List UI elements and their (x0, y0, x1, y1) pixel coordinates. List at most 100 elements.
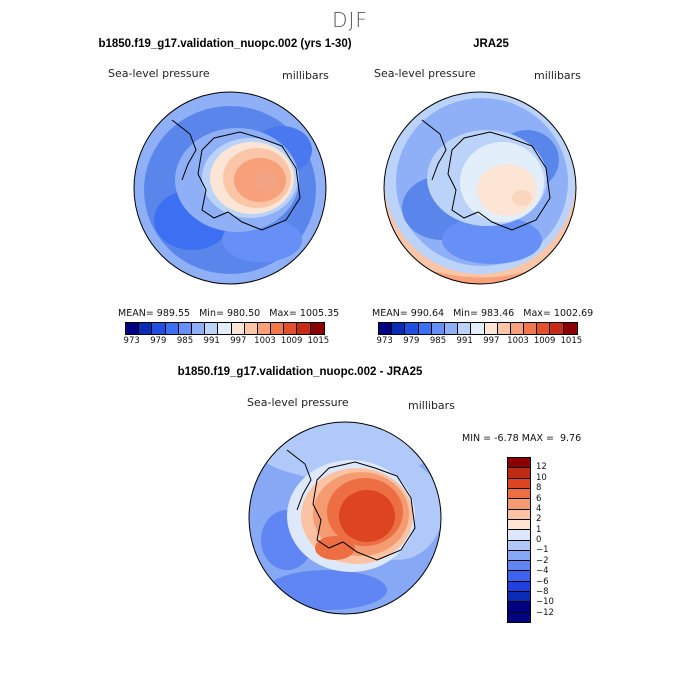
units-label: millibars (534, 69, 581, 82)
colorbar-swatch (271, 323, 285, 334)
colorbar-swatch (508, 601, 530, 612)
min-label: MIN = (462, 433, 492, 444)
colorbar-swatch (510, 323, 525, 334)
max-label: Max= (523, 308, 551, 319)
colorbar-tick-label: 8 (536, 483, 542, 494)
colorbar-tick-label: 979 (150, 336, 167, 346)
colorbar-swatch (537, 323, 551, 334)
colorbar-swatch (244, 323, 258, 334)
stats-line: MEAN= 990.64 Min= 983.46 Max= 1002.69 (372, 308, 593, 319)
colorbar-swatch (139, 323, 153, 334)
colorbar-obs (378, 322, 578, 335)
colorbar-swatch (471, 323, 485, 334)
colorbar-swatch (508, 570, 530, 581)
variable-label: Sea-level pressure (374, 67, 476, 80)
colorbar-tick-label: 1003 (254, 336, 276, 346)
colorbar-swatch (165, 323, 179, 334)
colorbar-swatch (205, 323, 219, 334)
min-label: Min= (199, 308, 224, 319)
panel-title: JRA25 (473, 38, 509, 50)
colorbar-swatch (508, 539, 530, 550)
panel-obs: JRA25 Sea-level pressure millibars MEAN=… (356, 38, 626, 348)
min-value: 980.50 (226, 308, 261, 319)
colorbar-swatch (257, 323, 272, 334)
colorbar-tick-label: −4 (536, 566, 549, 577)
colorbar-tick-label: 12 (536, 462, 547, 473)
colorbar-tick-label: −10 (536, 597, 554, 608)
colorbar-swatch (508, 458, 530, 468)
colorbar-tick-label: 1003 (507, 336, 529, 346)
colorbar-swatch (405, 323, 419, 334)
colorbar-tick-label: 973 (123, 336, 140, 346)
diff-units-label: millibars (408, 399, 455, 412)
colorbar-tick-label: −8 (536, 586, 549, 597)
min-value: 983.46 (480, 308, 515, 319)
colorbar-swatch (431, 323, 445, 334)
season-title: DJF (332, 8, 368, 32)
diff-title: b1850.f19_g17.validation_nuopc.002 - JRA… (177, 366, 423, 378)
colorbar-swatch (178, 323, 192, 334)
colorbar-swatch (284, 323, 298, 334)
colorbar-tick-label: 6 (536, 493, 542, 504)
colorbar-tick-label: −1 (536, 545, 549, 556)
max-value: 9.76 (559, 433, 582, 444)
colorbar-model (125, 322, 325, 335)
colorbar-swatch (508, 498, 530, 509)
polar-map-model (133, 91, 327, 285)
colorbar-swatch (126, 323, 140, 334)
colorbar-swatch (297, 323, 311, 334)
colorbar-tick-label: 1009 (533, 336, 556, 346)
stats-line: MEAN= 989.55 Min= 980.50 Max= 1005.35 (118, 308, 339, 319)
colorbar-diff (507, 457, 531, 623)
colorbar-swatch (218, 323, 232, 334)
colorbar-tick-label: 4 (536, 503, 542, 514)
colorbar-tick-label: 991 (203, 336, 220, 346)
colorbar-tick-label: −12 (536, 607, 554, 618)
colorbar-tick-label: 10 (536, 472, 547, 483)
colorbar-swatch (231, 323, 245, 334)
colorbar-tick-label: 979 (403, 336, 420, 346)
mean-label: MEAN= (372, 308, 408, 319)
polar-map-obs (383, 91, 577, 285)
panel-title: b1850.f19_g17.validation_nuopc.002 (yrs … (98, 38, 352, 50)
units-label: millibars (282, 69, 329, 82)
colorbar-tick-label: 991 (456, 336, 473, 346)
colorbar-swatch (497, 323, 511, 334)
colorbar-swatch (508, 529, 530, 540)
panel-model: b1850.f19_g17.validation_nuopc.002 (yrs … (90, 38, 360, 348)
colorbar-swatch (418, 323, 432, 334)
colorbar-tick-label: 973 (376, 336, 393, 346)
mean-value: 990.64 (410, 308, 445, 319)
diff-minmax: MIN = -6.78 MAX = 9.76 (462, 433, 581, 444)
colorbar-swatch (508, 467, 530, 478)
colorbar-swatch (563, 323, 577, 334)
colorbar-swatch (392, 323, 406, 334)
colorbar-tick-label: 1009 (280, 336, 303, 346)
colorbar-tick-label: 1 (536, 524, 542, 535)
colorbar-swatch (191, 323, 206, 334)
colorbar-diff-ticks: −12 −10 −8 −6 −4 −2 −1 0 1 2 4 6 8 10 12 (536, 457, 576, 621)
colorbar-swatch (508, 487, 530, 499)
colorbar-swatch (152, 323, 166, 334)
colorbar-swatch (524, 323, 538, 334)
colorbar-tick-label: 2 (536, 514, 542, 525)
max-label: MAX = (521, 433, 554, 444)
colorbar-tick-label: 997 (483, 336, 500, 346)
colorbar-tick-label: 985 (429, 336, 447, 346)
colorbar-swatch (508, 560, 530, 571)
colorbar-swatch (458, 323, 472, 334)
colorbar-tick-label: −2 (536, 555, 549, 566)
colorbar-swatch (508, 549, 530, 561)
colorbar-swatch (484, 323, 498, 334)
colorbar-tick-label: 997 (230, 336, 247, 346)
diff-variable-label: Sea-level pressure (247, 396, 349, 409)
colorbar-swatch (508, 508, 530, 519)
colorbar-swatch (550, 323, 564, 334)
colorbar-tick-label: 985 (176, 336, 194, 346)
max-label: Max= (269, 308, 297, 319)
min-label: Min= (453, 308, 478, 319)
colorbar-swatch (379, 323, 393, 334)
colorbar-tick-label: 0 (536, 535, 542, 545)
colorbar-tick-label: 1015 (560, 336, 583, 346)
colorbar-swatch (444, 323, 459, 334)
